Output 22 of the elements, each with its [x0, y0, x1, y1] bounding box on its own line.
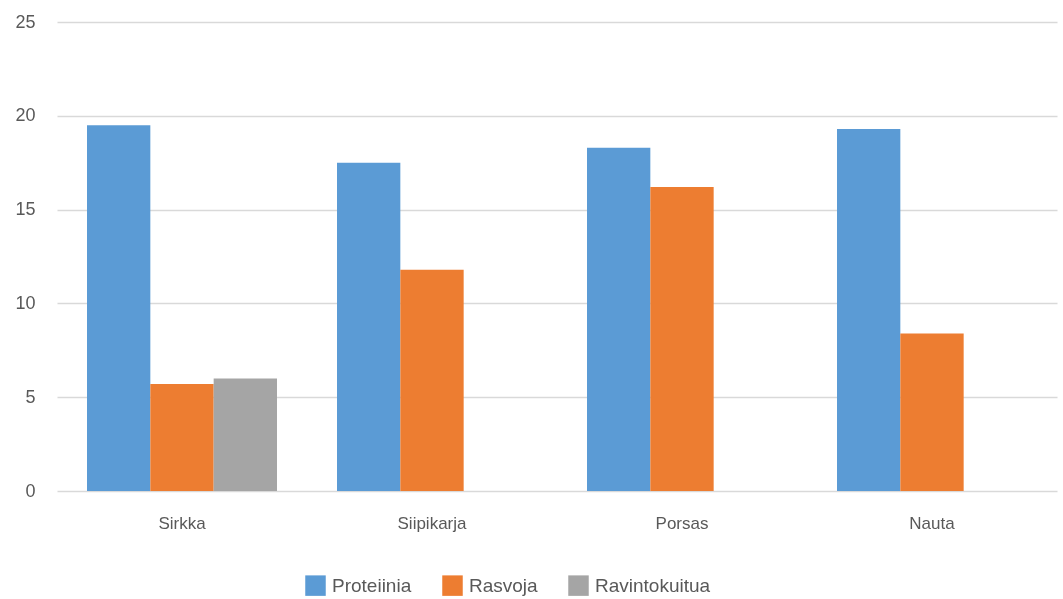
bar — [337, 162, 401, 491]
bar — [87, 125, 151, 491]
y-tick-label: 0 — [25, 480, 36, 501]
y-tick-label: 20 — [15, 105, 36, 126]
legend-label: Rasvoja — [469, 574, 539, 596]
y-tick-label: 15 — [15, 199, 36, 220]
legend-label: Ravintokuitua — [595, 574, 711, 596]
bar — [213, 378, 277, 491]
x-tick-label: Sirkka — [158, 513, 207, 533]
bar — [587, 147, 651, 491]
x-tick-label: Porsas — [655, 513, 709, 533]
x-tick-label: Siipikarja — [397, 513, 468, 533]
bar — [400, 269, 464, 491]
bar — [650, 187, 714, 491]
bar — [150, 384, 214, 491]
x-tick-label: Nauta — [909, 513, 956, 533]
bar — [837, 128, 901, 491]
y-tick-label: 5 — [25, 386, 36, 407]
bar — [900, 333, 964, 491]
y-tick-label: 10 — [15, 292, 36, 313]
y-tick-label: 25 — [15, 11, 36, 32]
legend-label: Proteiinia — [332, 574, 412, 596]
